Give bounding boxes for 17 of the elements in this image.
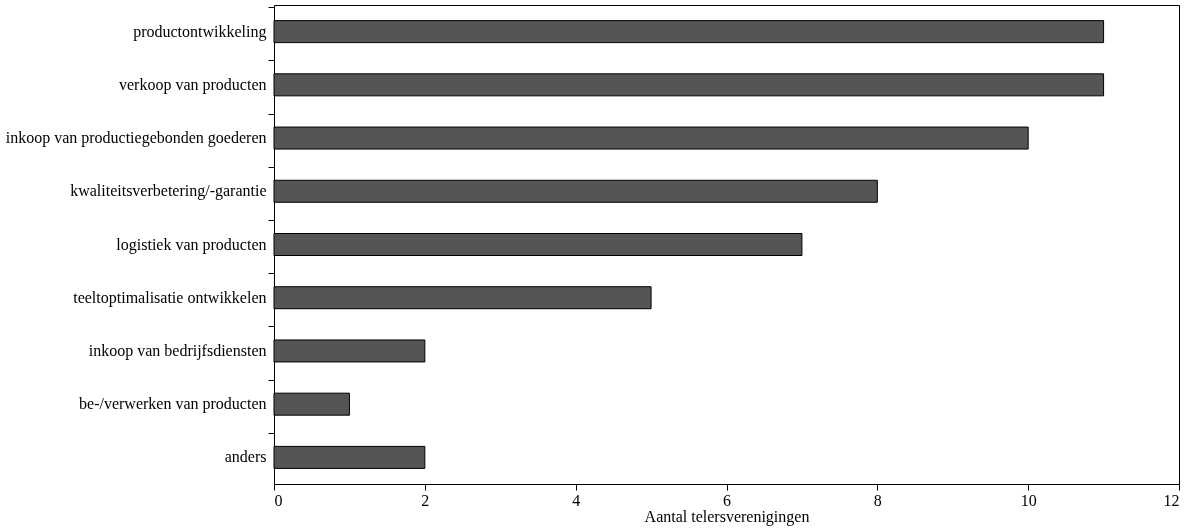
- x-tick-label: 4: [572, 491, 581, 509]
- x-tick-label: 12: [1163, 491, 1180, 509]
- x-tick-label: 6: [723, 491, 731, 509]
- y-tick-label: productontwikkeling: [133, 22, 267, 41]
- y-tick-label: anders: [224, 448, 267, 466]
- y-tick-label: kwaliteitsverbetering/-garantie: [70, 182, 267, 201]
- x-tick-label: 2: [421, 491, 430, 509]
- x-tick-label: 8: [873, 491, 882, 509]
- x-tick-label: 10: [1020, 491, 1037, 509]
- y-tick-label: verkoop van producten: [118, 75, 267, 94]
- y-tick-label: inkoop van bedrijfsdiensten: [88, 341, 267, 360]
- y-tick-label: be-/verwerken van producten: [79, 395, 267, 414]
- y-tick-label: logistiek van producten: [116, 235, 267, 254]
- y-tick-label: inkoop van productiegebonden goederen: [5, 129, 267, 148]
- x-axis-title: Aantal telersverenigingen: [644, 507, 810, 526]
- y-tick-label: teeltoptimalisatie ontwikkelen: [73, 288, 267, 307]
- x-tick-label: 0: [274, 491, 283, 509]
